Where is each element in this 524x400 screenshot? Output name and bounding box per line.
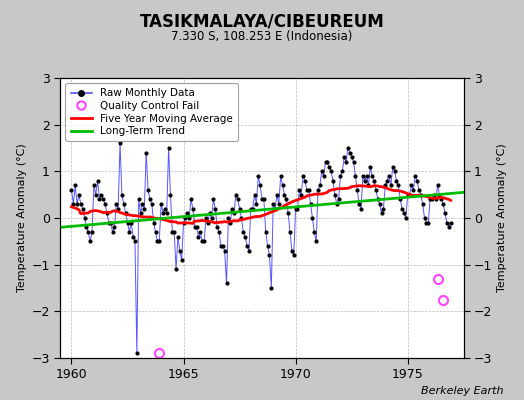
Text: TASIKMALAYA/CIBEUREUM: TASIKMALAYA/CIBEUREUM <box>139 12 385 30</box>
Text: Berkeley Earth: Berkeley Earth <box>421 386 503 396</box>
Text: 7.330 S, 108.253 E (Indonesia): 7.330 S, 108.253 E (Indonesia) <box>171 30 353 43</box>
Legend: Raw Monthly Data, Quality Control Fail, Five Year Moving Average, Long-Term Tren: Raw Monthly Data, Quality Control Fail, … <box>66 83 238 142</box>
Y-axis label: Temperature Anomaly (°C): Temperature Anomaly (°C) <box>17 144 27 292</box>
Y-axis label: Temperature Anomaly (°C): Temperature Anomaly (°C) <box>497 144 507 292</box>
